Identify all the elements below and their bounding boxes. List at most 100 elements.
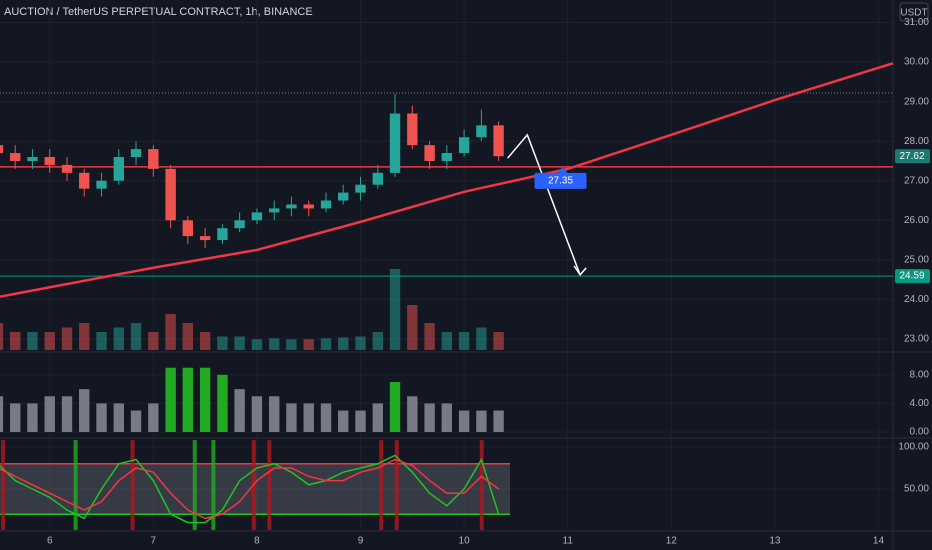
volume-bar [165, 314, 176, 350]
candle-body [251, 212, 263, 221]
price-box [895, 149, 930, 164]
volume-bar [217, 336, 228, 350]
candle-body [424, 145, 435, 161]
histogram-bar [44, 396, 55, 432]
y-tick-label: 50.00 [904, 484, 929, 495]
x-tick-label: 14 [873, 536, 885, 547]
histogram-bar [493, 410, 504, 432]
currency-button[interactable]: USDT [899, 2, 929, 22]
y-tick-label: 31.00 [904, 17, 929, 28]
signal-bar [479, 440, 484, 530]
candle-body [79, 172, 90, 189]
histogram-bar [320, 403, 332, 432]
volume-bar [493, 332, 504, 350]
candle-body [217, 228, 228, 241]
volume-bar [96, 332, 107, 350]
volume-bar [338, 337, 349, 350]
volume-bar [476, 327, 487, 350]
candle-body [44, 157, 55, 165]
x-tick-label: 12 [666, 536, 678, 547]
histogram-bar [303, 403, 314, 432]
chart-title: AUCTION / TetherUS PERPETUAL CONTRACT, 1… [4, 6, 313, 18]
candle-body [389, 113, 401, 173]
histogram-bar [217, 374, 228, 432]
candle-body [269, 208, 280, 213]
y-tick-label: 27.00 [904, 175, 929, 186]
histogram-bar [458, 410, 470, 432]
price-box [895, 269, 930, 284]
histogram-bar [355, 410, 366, 432]
signal-bar [1, 440, 6, 530]
candle-body [165, 168, 176, 221]
candle-body [355, 184, 366, 193]
signal-bar [192, 440, 197, 530]
histogram-bar [27, 403, 38, 432]
y-tick-label: 25.00 [904, 254, 929, 265]
annotation-box [534, 172, 587, 189]
volume-bar [61, 327, 73, 350]
price-box-label: 24.59 [899, 271, 924, 282]
candle-body [493, 125, 504, 157]
volume-bar [458, 332, 470, 350]
histogram-bar [234, 389, 245, 432]
y-tick-label: 8.00 [910, 369, 930, 380]
histogram-bar [199, 367, 211, 432]
signal-bar [130, 440, 135, 530]
candle-body [0, 145, 4, 154]
volume-bar [251, 339, 263, 350]
volume-bar [269, 338, 280, 350]
button-frame[interactable] [899, 2, 929, 22]
x-tick-label: 10 [459, 536, 471, 547]
candle-body [61, 164, 73, 173]
y-tick-label: 100.00 [898, 442, 929, 453]
x-tick-label: 6 [47, 536, 53, 547]
histogram-bar [338, 410, 349, 432]
volume-bar [355, 336, 366, 350]
annotation-pointer [557, 166, 568, 173]
volume-bar [0, 323, 4, 350]
histogram-bar [269, 396, 280, 432]
histogram-bar [148, 403, 159, 432]
volume-bar [303, 339, 314, 350]
candle-body [182, 220, 194, 237]
histogram-bar [372, 403, 384, 432]
candle-body [476, 125, 487, 138]
y-tick-label: 23.00 [904, 334, 929, 345]
candle-body [338, 192, 349, 201]
signal-bar [73, 440, 78, 530]
y-tick-label: 0.00 [910, 427, 930, 438]
x-tick-label: 9 [358, 536, 364, 547]
histogram-bar [96, 403, 107, 432]
signal-bar [211, 440, 216, 530]
volume-bar [441, 332, 453, 350]
y-tick-label: 4.00 [910, 398, 930, 409]
currency-label[interactable]: USDT [900, 8, 927, 19]
candle-body [407, 113, 418, 146]
histogram-bar [0, 396, 4, 432]
histogram-bar [79, 389, 90, 432]
candle-body [199, 236, 211, 241]
volume-bar [286, 339, 297, 350]
candle-body [372, 172, 384, 185]
candle-body [286, 204, 297, 209]
candle-body [113, 157, 125, 181]
candle-body [10, 153, 21, 161]
candle-body [234, 220, 245, 229]
x-tick-label: 11 [563, 536, 574, 547]
arrow-head [573, 265, 587, 277]
y-tick-label: 24.00 [904, 294, 929, 305]
oscillator-line [0, 458, 500, 520]
annotation-label: 27.35 [548, 176, 573, 187]
volume-bar [234, 336, 245, 350]
y-tick-label: 29.00 [904, 96, 929, 107]
signal-bar [267, 440, 272, 530]
y-tick-label: 28.00 [904, 136, 929, 147]
histogram-bar [424, 403, 435, 432]
histogram-bar [389, 382, 401, 432]
histogram-bar [441, 403, 453, 432]
candle-body [441, 153, 453, 161]
histogram-bar [476, 410, 487, 432]
volume-bar [182, 323, 194, 350]
candle-body [130, 149, 142, 158]
